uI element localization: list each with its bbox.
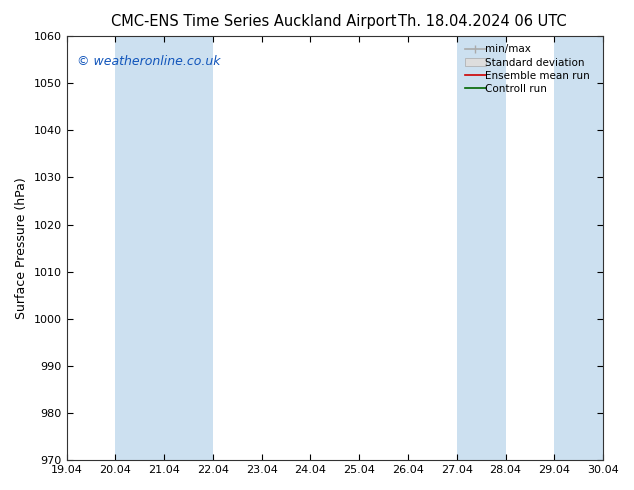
Bar <box>554 36 603 460</box>
Y-axis label: Surface Pressure (hPa): Surface Pressure (hPa) <box>15 177 28 319</box>
Text: Th. 18.04.2024 06 UTC: Th. 18.04.2024 06 UTC <box>398 14 566 29</box>
Text: © weatheronline.co.uk: © weatheronline.co.uk <box>77 55 221 68</box>
Bar <box>115 36 213 460</box>
Text: CMC-ENS Time Series Auckland Airport: CMC-ENS Time Series Auckland Airport <box>111 14 396 29</box>
Legend: min/max, Standard deviation, Ensemble mean run, Controll run: min/max, Standard deviation, Ensemble me… <box>462 41 598 97</box>
Bar <box>456 36 505 460</box>
